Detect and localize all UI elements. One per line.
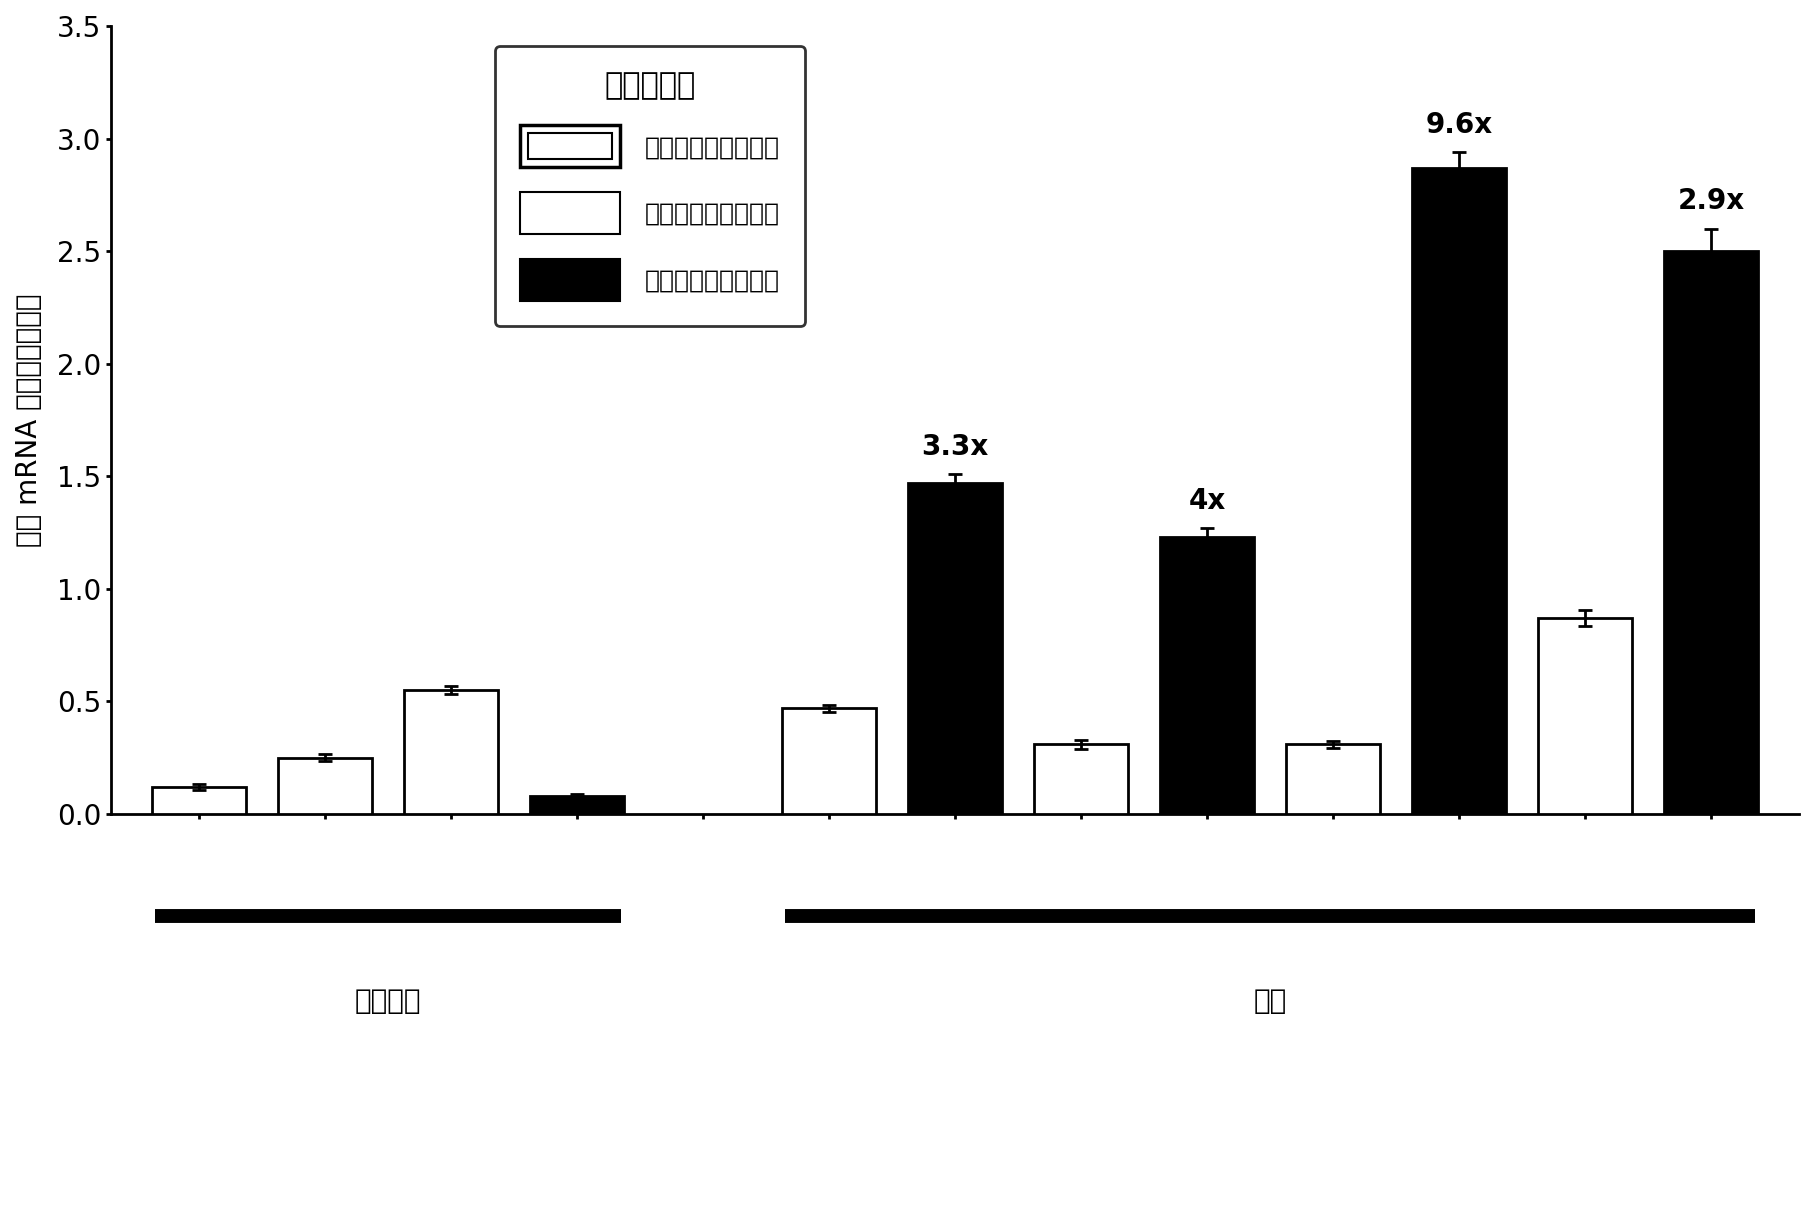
Bar [152, 788, 247, 814]
Bar [1034, 744, 1128, 814]
Text: 3.3x: 3.3x [922, 433, 989, 461]
Bar [1286, 744, 1380, 814]
Y-axis label: 相对 mRNA 表达比赤环蛋白: 相对 mRNA 表达比赤环蛋白 [15, 293, 44, 546]
Bar [405, 690, 499, 814]
Bar [278, 757, 372, 814]
Legend: 正位，健康对照组织, 来自患者的正位组织, 来自患者的异位组织: 正位，健康对照组织, 来自患者的正位组织, 来自患者的异位组织 [495, 46, 805, 326]
Bar [782, 708, 876, 814]
Bar [907, 484, 1001, 814]
Bar [1538, 619, 1633, 814]
Text: 4x: 4x [1188, 486, 1226, 515]
Bar [1663, 251, 1758, 814]
Text: 患者: 患者 [1253, 988, 1286, 1015]
Text: 健康对照: 健康对照 [356, 988, 421, 1015]
Bar [1411, 168, 1506, 814]
Text: 9.6x: 9.6x [1426, 111, 1493, 139]
Text: 2.9x: 2.9x [1678, 187, 1745, 215]
Bar [1159, 537, 1253, 814]
Bar [530, 796, 624, 814]
